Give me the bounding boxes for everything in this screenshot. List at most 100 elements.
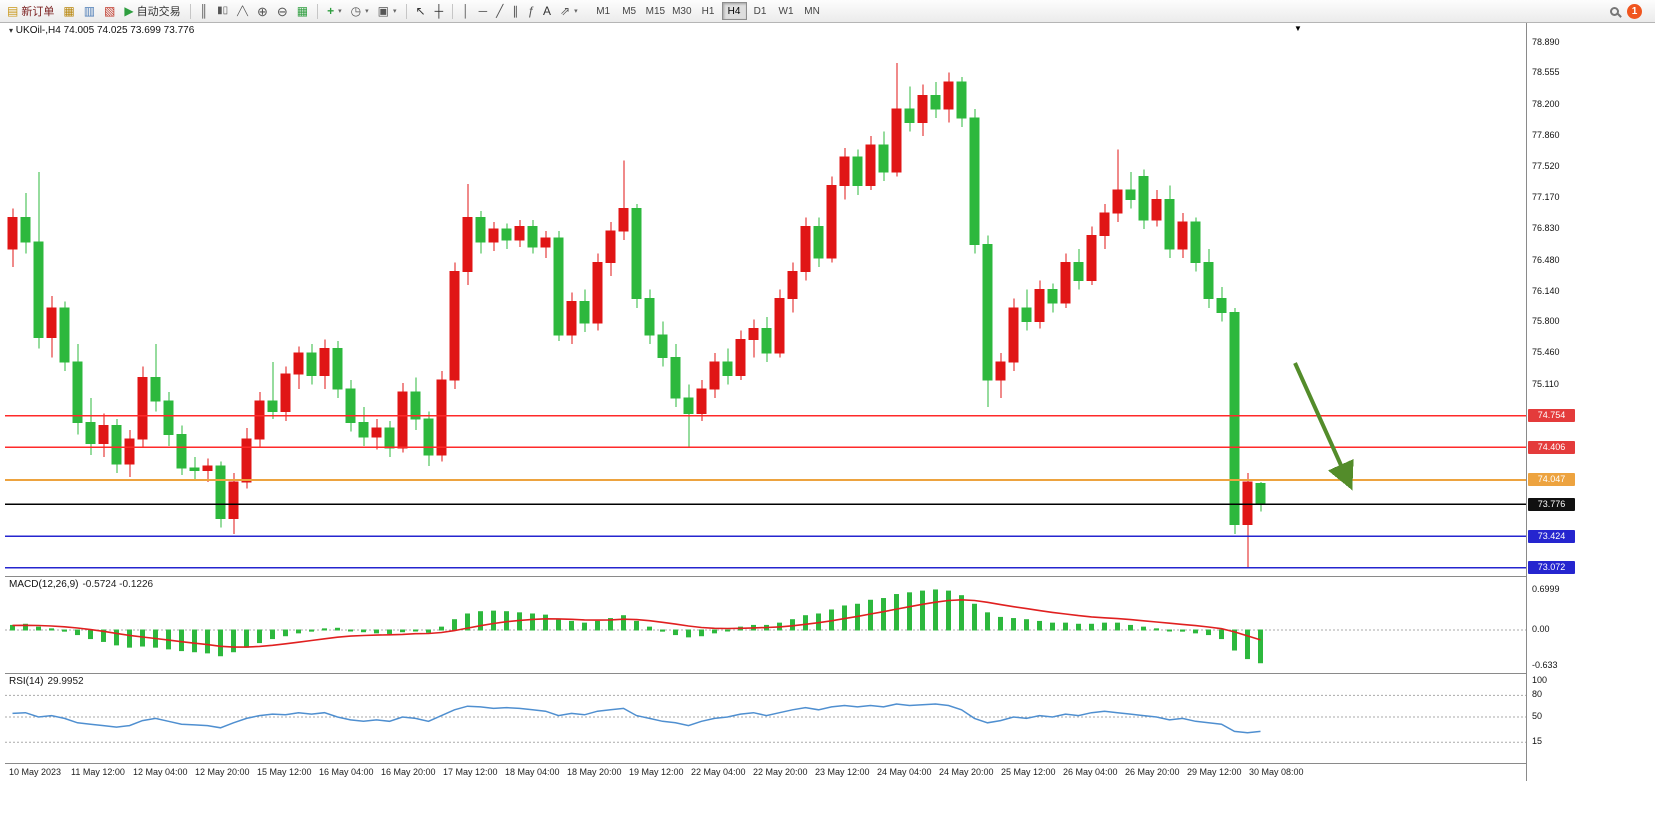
text-tool-button[interactable]: A [539, 1, 555, 21]
price-tick-label: 77.520 [1532, 160, 1560, 171]
time-label: 24 May 04:00 [877, 767, 932, 777]
indicators-icon: + [327, 4, 335, 18]
rsi-pane[interactable]: RSI(14) 29.9952 [5, 673, 1526, 763]
timeframe-group: M1 M5 M15 M30 H1 H4 D1 W1 MN [591, 2, 825, 20]
toolbar-separator [452, 3, 454, 19]
cursor-button[interactable]: ↖ [412, 1, 430, 21]
time-label: 19 May 12:00 [629, 767, 684, 777]
price-line-badge: 74.047 [1528, 473, 1575, 487]
price-tick-label: 76.480 [1532, 254, 1560, 265]
price-tick-label: 78.890 [1532, 36, 1560, 47]
new-order-button[interactable]: ▤ 新订单 [3, 1, 58, 21]
time-label: 11 May 12:00 [71, 767, 125, 777]
new-order-icon: ▤ [7, 4, 19, 18]
chart-area: ▾ UKOil-,H4 74.005 74.025 73.699 73.776 … [0, 23, 1655, 829]
periods-button[interactable]: ◷ ▾ [347, 1, 373, 21]
time-label: 16 May 20:00 [381, 767, 436, 777]
indicators-button[interactable]: + ▾ [323, 1, 346, 21]
navigator-button[interactable]: ▧ [100, 1, 119, 21]
timeframe-button-h4[interactable]: H4 [721, 2, 747, 20]
time-label: 16 May 04:00 [319, 767, 374, 777]
zoom-out-icon: ⊖ [276, 3, 288, 19]
macd-name: MACD(12,26,9) [9, 579, 79, 590]
data-window-icon: ▥ [83, 4, 96, 18]
text-icon: A [543, 4, 552, 18]
price-tick-label: 78.555 [1532, 67, 1560, 78]
timeframe-button-h1[interactable]: H1 [696, 2, 721, 20]
timeframe-button-d1[interactable]: D1 [748, 2, 773, 20]
bar-chart-button[interactable]: ║ [196, 1, 213, 21]
trendline-icon: ╱ [496, 4, 504, 18]
zoom-in-icon: ⊕ [256, 3, 268, 19]
tile-windows-button[interactable]: ▦ [293, 1, 312, 21]
time-label: 18 May 20:00 [567, 767, 622, 777]
templates-button[interactable]: ▣ ▾ [374, 1, 401, 21]
macd-axis-label: -0.633 [1532, 660, 1558, 671]
macd-pane[interactable]: MACD(12,26,9) -0.5724 -0.1226 [5, 576, 1526, 673]
vertical-line-button[interactable]: │ [458, 1, 474, 21]
time-label: 18 May 04:00 [505, 767, 560, 777]
market-watch-button[interactable]: ▦ [59, 1, 78, 21]
search-icon[interactable] [1610, 6, 1619, 16]
clock-icon: ◷ [350, 4, 362, 18]
notification-badge[interactable]: 1 [1627, 3, 1642, 19]
timeframe-button-m30[interactable]: M30 [669, 2, 694, 20]
navigator-icon: ▧ [104, 4, 116, 18]
macd-chart[interactable] [5, 577, 1526, 673]
toolbar-right: 1 [1610, 3, 1652, 19]
time-label: 15 May 12:00 [257, 767, 312, 777]
timeframe-button-m1[interactable]: M1 [591, 2, 616, 20]
fibonacci-button[interactable]: ƒ [523, 1, 538, 21]
zoom-in-button[interactable]: ⊕ [253, 1, 272, 21]
candlestick-chart[interactable] [5, 23, 1526, 576]
time-label: 26 May 04:00 [1063, 767, 1118, 777]
timeframe-button-m15[interactable]: M15 [643, 2, 668, 20]
rsi-value: 29.9952 [47, 676, 84, 687]
line-chart-icon: ╱╲ [237, 5, 248, 16]
price-axis[interactable]: 78.890 78.555 78.200 77.860 77.520 77.170 76.8… [1526, 23, 1654, 781]
channel-button[interactable]: ∥ [508, 1, 522, 21]
time-axis[interactable]: 10 May 2023 11 May 12:00 12 May 04:00 12 Ma… [5, 763, 1526, 781]
time-label: 22 May 20:00 [753, 767, 808, 777]
time-label: 29 May 12:00 [1187, 767, 1242, 777]
price-chart-pane[interactable]: ▾ UKOil-,H4 74.005 74.025 73.699 73.776 … [5, 23, 1526, 576]
price-line-badge: 74.406 [1528, 440, 1575, 454]
new-order-label: 新订单 [21, 6, 55, 18]
autotrading-button[interactable]: ▶ 自动交易 [120, 1, 184, 21]
toolbar: ▤ 新订单 ▦ ▥ ▧ ▶ 自动交易 ║ ▮▯ ╱╲ ⊕ ⊖ ▦ + ▾ ◷ ▾ ▣… [0, 0, 1655, 23]
price-tick-label: 78.200 [1532, 99, 1560, 110]
channel-icon: ∥ [512, 4, 519, 18]
price-tick-label: 75.800 [1532, 316, 1560, 327]
chevron-down-icon: ▾ [574, 8, 578, 15]
arrows-tool-button[interactable]: ⇗ ▾ [556, 1, 582, 21]
chevron-down-icon: ▾ [393, 8, 397, 15]
candlestick-button[interactable]: ▮▯ [213, 1, 232, 21]
autoscroll-marker-icon[interactable]: ▼ [1294, 24, 1302, 33]
bar-chart-icon: ║ [199, 4, 209, 18]
time-label: 12 May 20:00 [195, 767, 250, 777]
timeframe-button-mn[interactable]: MN [800, 2, 825, 20]
market-watch-icon: ▦ [63, 4, 75, 18]
price-tick-label: 77.860 [1532, 130, 1560, 141]
trendline-button[interactable]: ╱ [492, 1, 507, 21]
timeframe-button-w1[interactable]: W1 [774, 2, 799, 20]
collapse-icon[interactable]: ▾ [9, 26, 14, 35]
time-label: 30 May 08:00 [1249, 767, 1304, 777]
rsi-axis-label: 80 [1532, 689, 1543, 700]
horizontal-line-button[interactable]: ─ [475, 1, 492, 21]
time-label: 12 May 04:00 [133, 767, 188, 777]
timeframe-button-m5[interactable]: M5 [617, 2, 642, 20]
zoom-out-button[interactable]: ⊖ [273, 1, 292, 21]
rsi-chart[interactable] [5, 674, 1526, 763]
crosshair-button[interactable]: ┼ [431, 1, 448, 21]
macd-axis-label: 0.6999 [1532, 583, 1560, 594]
time-label: 17 May 12:00 [443, 767, 498, 777]
toolbar-separator [317, 3, 319, 19]
line-chart-button[interactable]: ╱╲ [233, 1, 252, 21]
vertical-line-icon: │ [462, 4, 470, 18]
rsi-axis-label: 50 [1532, 711, 1543, 721]
data-window-button[interactable]: ▥ [80, 1, 99, 21]
rsi-axis-label: 100 [1532, 675, 1548, 685]
price-tick-label: 75.110 [1532, 378, 1559, 389]
cursor-icon: ↖ [415, 4, 426, 18]
